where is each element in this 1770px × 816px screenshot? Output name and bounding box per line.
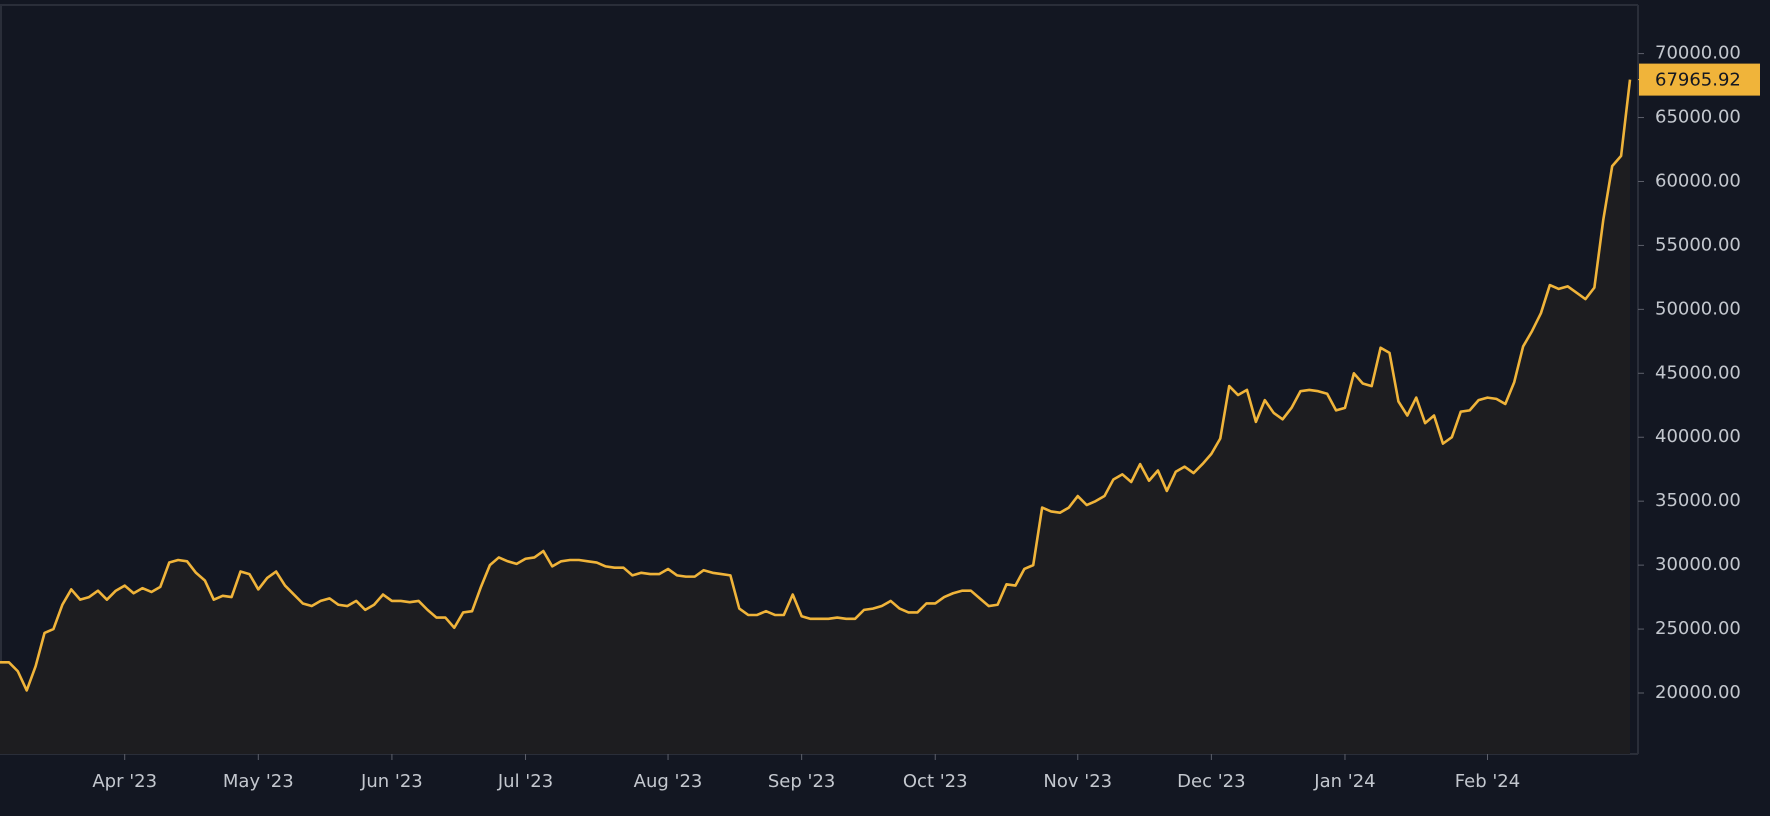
area-fill bbox=[0, 79, 1630, 755]
x-tick-label: May '23 bbox=[223, 771, 294, 792]
y-tick-label: 40000.00 bbox=[1655, 426, 1741, 447]
x-tick-label: Feb '24 bbox=[1455, 771, 1520, 792]
last-price-badge bbox=[1639, 63, 1760, 96]
y-tick-label: 50000.00 bbox=[1655, 298, 1741, 319]
y-tick-label: 60000.00 bbox=[1655, 170, 1741, 191]
x-tick-label: Dec '23 bbox=[1177, 771, 1245, 792]
x-tick-label: Jun '23 bbox=[360, 771, 423, 792]
last-price-label: 67965.92 bbox=[1655, 70, 1741, 91]
y-tick-label: 20000.00 bbox=[1655, 682, 1741, 703]
y-tick-label: 25000.00 bbox=[1655, 618, 1741, 639]
x-tick-label: Sep '23 bbox=[768, 771, 836, 792]
x-tick-label: Jul '23 bbox=[497, 771, 553, 792]
y-tick-label: 55000.00 bbox=[1655, 234, 1741, 255]
y-tick-label: 30000.00 bbox=[1655, 554, 1741, 575]
y-tick-label: 65000.00 bbox=[1655, 107, 1741, 128]
x-tick-label: Aug '23 bbox=[634, 771, 703, 792]
x-tick-label: Apr '23 bbox=[92, 771, 157, 792]
y-tick-label: 45000.00 bbox=[1655, 362, 1741, 383]
x-tick-label: Oct '23 bbox=[903, 771, 968, 792]
y-tick-label: 70000.00 bbox=[1655, 43, 1741, 64]
x-tick-label: Nov '23 bbox=[1043, 771, 1112, 792]
x-tick-label: Jan '24 bbox=[1313, 771, 1375, 792]
y-tick-label: 35000.00 bbox=[1655, 490, 1741, 511]
price-line bbox=[0, 79, 1632, 692]
